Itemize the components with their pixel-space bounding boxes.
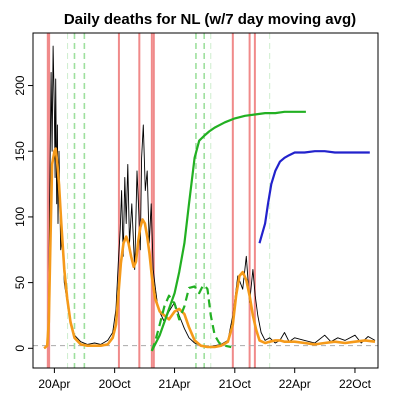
x-tick-label: 22Apr	[279, 377, 311, 391]
y-tick-label: 100	[13, 207, 27, 227]
series-line-blue-solid	[258, 150, 370, 244]
plot-frame	[32, 32, 379, 369]
series-line-green-dashed	[150, 284, 232, 352]
x-tick-label: 20Apr	[38, 377, 70, 391]
y-tick-label: 200	[13, 75, 27, 95]
y-tick-label: 150	[13, 141, 27, 161]
axes: 0 50 100 150 200 20Apr 20Oct 21Apr 21Oct 22Apr 22O…	[13, 75, 372, 391]
plot-area	[33, 33, 378, 368]
x-tick-label: 22Oct	[339, 377, 372, 391]
x-tick-label: 21Apr	[159, 377, 191, 391]
y-tick-label: 50	[13, 276, 27, 290]
x-tick-label: 20Oct	[99, 377, 132, 391]
series-line-green-solid	[150, 110, 306, 352]
y-tick-label: 0	[13, 345, 27, 352]
series-line-orange-thick	[43, 147, 376, 350]
chart-title: Daily deaths for NL (w/7 day moving avg)	[64, 11, 356, 28]
x-tick-label: 21Oct	[219, 377, 252, 391]
